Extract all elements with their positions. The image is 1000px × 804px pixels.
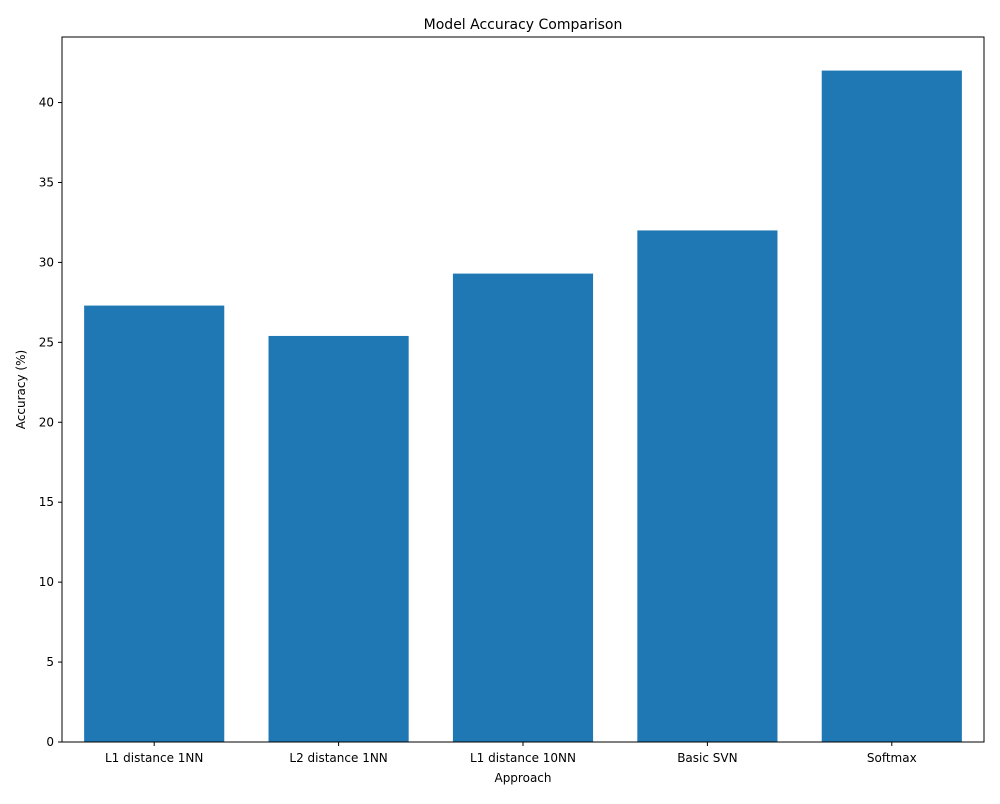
y-tick-label: 5 bbox=[46, 655, 54, 669]
y-axis-label: Accuracy (%) bbox=[14, 350, 28, 429]
y-tick-label: 15 bbox=[39, 495, 54, 509]
y-tick-label: 20 bbox=[39, 415, 54, 429]
x-tick-label: L1 distance 1NN bbox=[105, 751, 203, 765]
x-tick-label: Basic SVN bbox=[677, 751, 737, 765]
bar-basic-svn bbox=[637, 230, 778, 743]
plot-frame bbox=[61, 36, 985, 743]
x-tick-label: L1 distance 10NN bbox=[470, 751, 576, 765]
x-tick-label: Softmax bbox=[867, 751, 917, 765]
bar-l2-distance-1nn bbox=[268, 335, 409, 742]
y-ticks-layer: 0 5 10 15 20 25 30 35 40 bbox=[39, 96, 62, 749]
bar-softmax bbox=[821, 70, 962, 743]
x-ticks-layer: L1 distance 1NN L2 distance 1NN L1 distanc… bbox=[105, 742, 917, 765]
bar-l1-distance-10nn bbox=[452, 273, 594, 742]
chart-title: Model Accuracy Comparison bbox=[424, 17, 623, 33]
bars-layer bbox=[84, 70, 962, 743]
bar-l1-distance-1nn bbox=[84, 305, 225, 742]
y-tick-label: 40 bbox=[39, 96, 54, 110]
x-tick-label: L2 distance 1NN bbox=[289, 751, 387, 765]
y-tick-label: 25 bbox=[39, 335, 54, 349]
y-tick-label: 35 bbox=[39, 175, 54, 189]
y-tick-label: 0 bbox=[46, 735, 54, 749]
y-tick-label: 30 bbox=[39, 255, 54, 269]
x-axis-label: Approach bbox=[494, 771, 551, 785]
y-tick-label: 10 bbox=[39, 575, 54, 589]
